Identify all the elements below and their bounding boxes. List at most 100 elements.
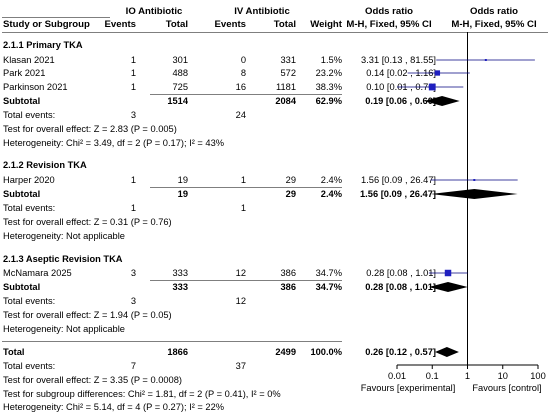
header-plot-title: Odds ratio — [470, 6, 518, 17]
header-io-total: Total — [165, 19, 188, 30]
study-io-events: 3 — [130, 268, 136, 278]
total-events-io: 1 — [130, 203, 136, 213]
total-events-label: Total events: — [3, 361, 56, 371]
total-events-io: 3 — [130, 296, 136, 306]
favours-left-label: Favours [experimental] — [360, 383, 456, 393]
study-marker — [444, 269, 452, 277]
x-axis-tick-label: 1 — [465, 371, 470, 381]
header-iv-group: IV Antibiotic — [234, 6, 290, 17]
overall-effect-test: Test for overall effect: Z = 3.35 (P = 0… — [3, 375, 182, 385]
heterogeneity-test: Heterogeneity: Not applicable — [3, 324, 125, 334]
overall-ci: 0.26 [0.12 , 0.57] — [365, 347, 436, 357]
study-name: McNamara 2025 — [3, 268, 72, 278]
subtotal-ci: 0.28 [0.08 , 1.01] — [365, 282, 436, 292]
heterogeneity-test: Heterogeneity: Chi² = 5.14, df = 4 (P = … — [3, 402, 225, 412]
subtotal-weight: 34.7% — [315, 282, 342, 292]
study-marker — [484, 59, 487, 61]
study-ci: 3.31 [0.13 , 81.55] — [361, 55, 436, 65]
total-events-label: Total events: — [3, 296, 56, 306]
subtotal-rule — [150, 94, 342, 95]
subtotal-iv-total: 386 — [280, 282, 296, 292]
overall-rule — [2, 341, 342, 342]
total-events-io: 7 — [130, 361, 136, 371]
study-iv-events: 8 — [240, 68, 246, 78]
study-io-total: 19 — [177, 175, 188, 185]
study-iv-events: 16 — [235, 82, 246, 92]
header-weight: Weight — [310, 19, 342, 30]
x-axis-tick-label: 100 — [530, 371, 546, 381]
x-axis-tick-label: 0.1 — [426, 371, 439, 381]
overall-weight: 100.0% — [310, 347, 342, 357]
x-axis-tick-label: 0.01 — [388, 371, 406, 381]
total-events-iv: 1 — [240, 203, 246, 213]
study-name: Klasan 2021 — [3, 55, 55, 65]
study-weight: 23.2% — [315, 68, 342, 78]
study-io-events: 1 — [130, 68, 136, 78]
overall-effect-test: Test for overall effect: Z = 0.31 (P = 0… — [3, 217, 172, 227]
header-or-title: Odds ratio — [365, 6, 413, 17]
study-ci: 0.28 [0.08 , 1.01] — [366, 268, 436, 278]
study-weight: 34.7% — [315, 268, 342, 278]
subtotal-iv-total: 2084 — [275, 96, 296, 106]
subtotal-label: Subtotal — [3, 189, 41, 199]
overall-label: Total — [3, 347, 25, 357]
overall-effect-test: Test for overall effect: Z = 1.94 (P = 0… — [3, 310, 172, 320]
overall-effect-test: Test for overall effect: Z = 2.83 (P = 0… — [3, 124, 177, 134]
pooled-diamond — [428, 282, 468, 292]
header-rule-bottom — [2, 32, 548, 33]
header-rule-top — [2, 17, 110, 18]
study-marker — [434, 70, 441, 76]
header-or-method: M-H, Fixed, 95% CI — [346, 19, 432, 30]
favours-right-label: Favours [control] — [472, 383, 542, 393]
subtotal-ci: 1.56 [0.09 , 26.47] — [360, 189, 436, 199]
study-marker — [473, 179, 476, 181]
study-ci: 0.14 [0.02 , 1.16] — [366, 68, 436, 78]
subtotal-weight: 62.9% — [315, 96, 342, 106]
study-name: Park 2021 — [3, 68, 46, 78]
overall-io-total: 1866 — [167, 347, 188, 357]
study-marker — [428, 83, 436, 91]
subtotal-rule — [150, 187, 342, 188]
study-weight: 2.4% — [320, 175, 342, 185]
subtotal-label: Subtotal — [3, 282, 41, 292]
x-axis-tick-label: 10 — [498, 371, 508, 381]
study-io-total: 725 — [172, 82, 188, 92]
study-iv-events: 1 — [240, 175, 246, 185]
header-io-group: IO Antibiotic — [125, 6, 183, 17]
study-iv-total: 386 — [280, 268, 296, 278]
study-iv-events: 0 — [240, 55, 246, 65]
total-events-label: Total events: — [3, 203, 56, 213]
study-name: Harper 2020 — [3, 175, 55, 185]
study-ci: 1.56 [0.09 , 26.47] — [361, 175, 436, 185]
study-io-events: 1 — [130, 55, 136, 65]
total-events-iv: 24 — [235, 110, 246, 120]
subtotal-io-total: 333 — [172, 282, 188, 292]
study-iv-total: 331 — [280, 55, 296, 65]
pooled-diamond — [424, 96, 460, 106]
study-io-total: 488 — [172, 68, 188, 78]
study-io-total: 333 — [172, 268, 188, 278]
study-io-events: 1 — [130, 175, 136, 185]
study-iv-total: 29 — [285, 175, 296, 185]
total-events-io: 3 — [130, 110, 136, 120]
total-events-label: Total events: — [3, 110, 56, 120]
header-iv-events: Events — [214, 19, 246, 30]
subgroup-title: 2.1.1 Primary TKA — [3, 40, 83, 50]
header-plot-method: M-H, Fixed, 95% CI — [451, 19, 537, 30]
subgroup-title: 2.1.3 Aseptic Revision TKA — [3, 254, 123, 264]
header-study: Study or Subgroup — [3, 19, 90, 30]
heterogeneity-test: Heterogeneity: Not applicable — [3, 231, 125, 241]
study-weight: 1.5% — [320, 55, 342, 65]
total-events-iv: 37 — [235, 361, 246, 371]
study-weight: 38.3% — [315, 82, 342, 92]
subtotal-io-total: 1514 — [167, 96, 188, 106]
subgroup-title: 2.1.2 Revision TKA — [3, 160, 87, 170]
study-io-events: 1 — [130, 82, 136, 92]
subtotal-ci: 0.19 [0.06 , 0.60] — [365, 96, 436, 106]
overall-iv-total: 2499 — [275, 347, 296, 357]
header-iv-total: Total — [273, 19, 296, 30]
total-events-iv: 12 — [235, 296, 246, 306]
study-iv-total: 572 — [280, 68, 296, 78]
subtotal-rule — [150, 280, 342, 281]
